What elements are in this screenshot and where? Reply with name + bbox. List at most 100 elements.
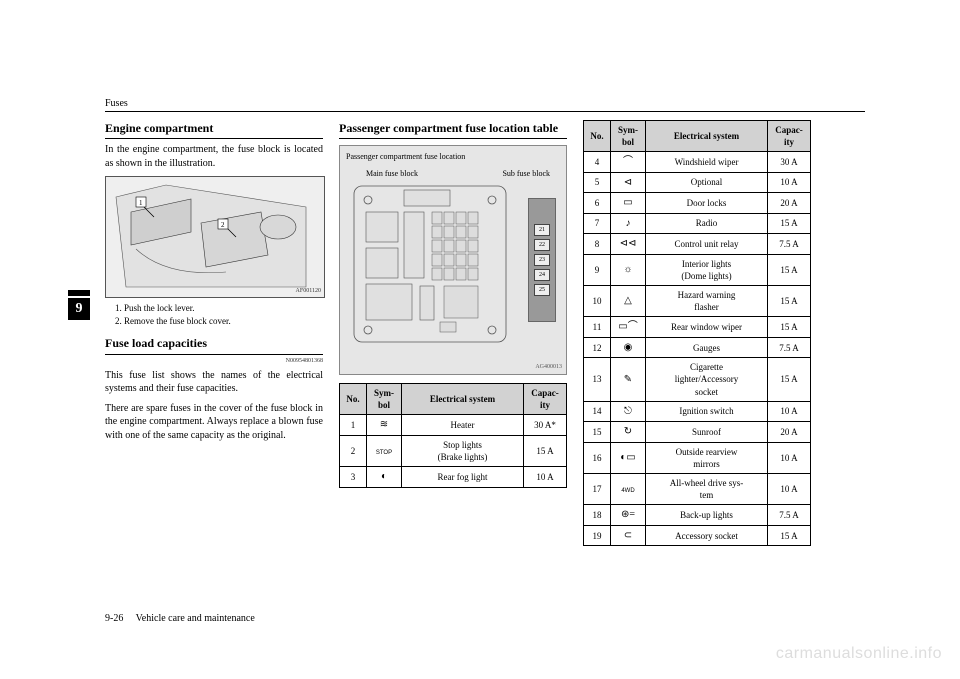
cell-capacity: 20 A [768, 422, 811, 443]
illus-code-engine: AF001120 [296, 287, 321, 295]
th-system: Electrical system [402, 384, 524, 415]
sub-fuse-25: 25 [534, 284, 550, 296]
cell-capacity: 30 A [768, 152, 811, 173]
th-system-2: Electrical system [646, 121, 768, 152]
cell-no: 7 [584, 213, 611, 234]
cell-system: Accessory socket [646, 525, 768, 546]
running-header: Fuses [105, 98, 865, 112]
column-2: Passenger compartment fuse location tabl… [339, 120, 567, 546]
sub-fuse-block: 21 22 23 24 25 [528, 198, 556, 322]
svg-text:2: 2 [221, 221, 225, 229]
fuse-main-diagram [350, 182, 510, 347]
fuse-table-1-body: 1≋Heater30 A*2STOPStop lights (Brake lig… [340, 415, 567, 487]
cell-system: Windshield wiper [646, 152, 768, 173]
cell-capacity: 15 A [768, 525, 811, 546]
illus-code-fusebox: AG400013 [535, 363, 562, 371]
th-symbol: Sym- bol [367, 384, 402, 415]
column-1: Engine compartment In the engine compart… [105, 120, 323, 546]
chapter-tab: 9 [68, 298, 90, 320]
para-spare-fuses: There are spare fuses in the cover of th… [105, 402, 323, 443]
cell-symbol: ≋ [367, 415, 402, 436]
table-row: 3◐Rear fog light10 A [340, 467, 567, 488]
table-row: 174WDAll-wheel drive sys- tem10 A [584, 474, 811, 505]
table-row: 6▭Door locks20 A [584, 193, 811, 214]
watermark: carmanualsonline.info [776, 645, 942, 663]
cell-symbol: ▭⌒ [611, 317, 646, 338]
fuse-table-1: No. Sym- bol Electrical system Capac- it… [339, 383, 567, 488]
fuse-location-box: Passenger compartment fuse location Main… [339, 145, 567, 375]
cell-no: 15 [584, 422, 611, 443]
cell-symbol: ⎋ [611, 401, 646, 422]
table-row: 14⎋Ignition switch10 A [584, 401, 811, 422]
cell-system: Heater [402, 415, 524, 436]
table-row: 12◉Gauges7.5 A [584, 337, 811, 358]
cell-symbol: ⊛= [611, 505, 646, 526]
cell-system: Control unit relay [646, 234, 768, 255]
illustration-engine: 1 2 AF001120 [105, 176, 325, 298]
cell-symbol: ↻ [611, 422, 646, 443]
cell-no: 11 [584, 317, 611, 338]
caption-2: 2. Remove the fuse block cover. [115, 315, 323, 327]
cell-no: 12 [584, 337, 611, 358]
page-content: Fuses Engine compartment In the engine c… [105, 98, 865, 608]
cell-system: Ignition switch [646, 401, 768, 422]
table-row: 5⊲Optional10 A [584, 172, 811, 193]
cell-capacity: 7.5 A [768, 505, 811, 526]
table-row: 19⊂Accessory socket15 A [584, 525, 811, 546]
cell-no: 17 [584, 474, 611, 505]
cell-symbol: ◐ [367, 467, 402, 488]
cell-capacity: 20 A [768, 193, 811, 214]
cell-system: Rear fog light [402, 467, 524, 488]
table-row: 9☼Interior lights (Dome lights)15 A [584, 254, 811, 285]
cell-no: 10 [584, 286, 611, 317]
cell-no: 14 [584, 401, 611, 422]
cell-system: Optional [646, 172, 768, 193]
cell-capacity: 15 A [768, 358, 811, 401]
cell-symbol: ⊂ [611, 525, 646, 546]
cell-capacity: 7.5 A [768, 234, 811, 255]
th-symbol-2: Sym- bol [611, 121, 646, 152]
cell-no: 6 [584, 193, 611, 214]
fuse-box-title: Passenger compartment fuse location [346, 152, 560, 163]
illus-captions: 1. Push the lock lever. 2. Remove the fu… [115, 302, 323, 327]
cell-capacity: 10 A [524, 467, 567, 488]
table-row: 16◐▭Outside rearview mirrors10 A [584, 442, 811, 473]
cell-capacity: 10 A [768, 474, 811, 505]
cell-no: 3 [340, 467, 367, 488]
cell-symbol: ☼ [611, 254, 646, 285]
cell-capacity: 7.5 A [768, 337, 811, 358]
table-row: 2STOPStop lights (Brake lights)15 A [340, 435, 567, 466]
cell-capacity: 15 A [768, 317, 811, 338]
cell-capacity: 10 A [768, 401, 811, 422]
cell-symbol: ◉ [611, 337, 646, 358]
sub-fuse-23: 23 [534, 254, 550, 266]
table-row: 10△Hazard warning flasher15 A [584, 286, 811, 317]
cell-capacity: 30 A* [524, 415, 567, 436]
footer-page: 9-26 [105, 613, 123, 624]
para-engine-compartment: In the engine compartment, the fuse bloc… [105, 143, 323, 170]
sub-fuse-22: 22 [534, 239, 550, 251]
cell-symbol: ◐▭ [611, 442, 646, 473]
label-main-fuse: Main fuse block [366, 169, 418, 180]
cell-no: 19 [584, 525, 611, 546]
cell-symbol: ⌒ [611, 152, 646, 173]
cell-system: Hazard warning flasher [646, 286, 768, 317]
cell-system: Radio [646, 213, 768, 234]
heading-engine-compartment: Engine compartment [105, 120, 323, 139]
cell-no: 18 [584, 505, 611, 526]
cell-capacity: 10 A [768, 442, 811, 473]
fuse-table-2: No. Sym- bol Electrical system Capac- it… [583, 120, 811, 546]
cell-symbol: ✎ [611, 358, 646, 401]
engine-svg: 1 2 [106, 177, 324, 297]
th-capacity: Capac- ity [524, 384, 567, 415]
th-no: No. [340, 384, 367, 415]
cell-capacity: 15 A [524, 435, 567, 466]
cell-capacity: 15 A [768, 254, 811, 285]
cell-system: Stop lights (Brake lights) [402, 435, 524, 466]
cell-system: Back-up lights [646, 505, 768, 526]
table-row: 11▭⌒Rear window wiper15 A [584, 317, 811, 338]
table-row: 18⊛=Back-up lights7.5 A [584, 505, 811, 526]
th-capacity-2: Capac- ity [768, 121, 811, 152]
cell-capacity: 15 A [768, 286, 811, 317]
sub-fuse-24: 24 [534, 269, 550, 281]
